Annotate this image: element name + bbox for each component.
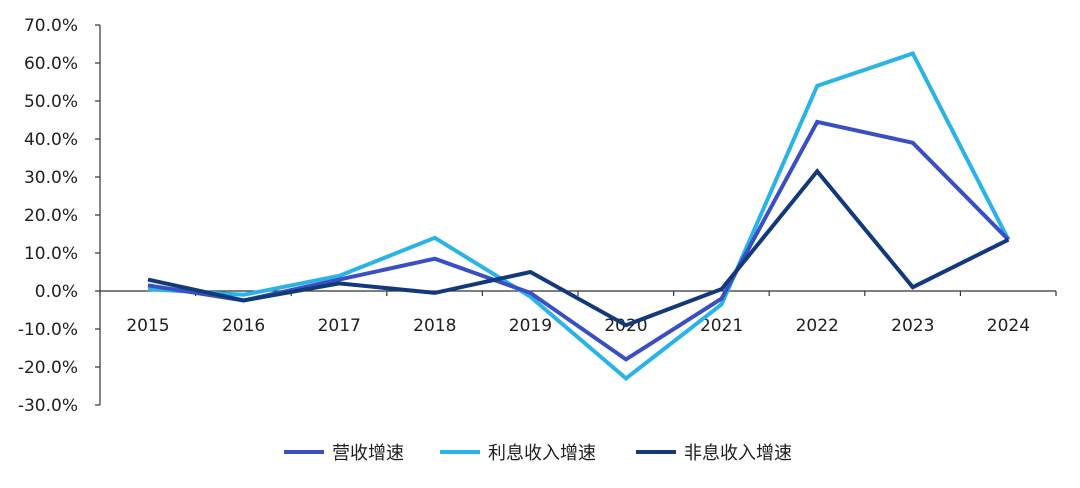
x-tick-label: 2018 [413, 316, 456, 336]
legend: 营收增速 利息收入增速 非息收入增速 [284, 443, 792, 464]
series-line-1 [147, 51, 1011, 381]
x-tick-label: 2022 [796, 316, 839, 336]
y-tick-label: 0.0% [35, 282, 78, 302]
x-tick-label: 2017 [318, 316, 361, 336]
y-tick-label: 70.0% [24, 16, 78, 36]
x-tick-label: 2016 [222, 316, 265, 336]
x-tick-label: 2024 [987, 316, 1030, 336]
legend-label-2: 非息收入增速 [684, 443, 792, 464]
legend-label-1: 利息收入增速 [488, 443, 596, 464]
series-layer [147, 51, 1011, 381]
x-tick-label: 2021 [700, 316, 743, 336]
y-axis: 70.0% 60.0% 50.0% 40.0% 30.0% 20.0% 10.0% 0.0% -… [18, 16, 101, 416]
series-line-2 [147, 168, 1010, 328]
y-tick-label: 10.0% [24, 244, 78, 264]
y-tick-label: -30.0% [18, 396, 78, 416]
y-tick-label: 60.0% [24, 54, 78, 74]
x-tick-label: 2019 [509, 316, 552, 336]
y-tick-label: -10.0% [18, 320, 78, 340]
legend-label-0: 营收增速 [332, 443, 404, 464]
x-tick-label: 2015 [126, 316, 169, 336]
y-tick-label: 50.0% [24, 92, 78, 112]
x-tick-label: 2023 [891, 316, 934, 336]
y-tick-label: -20.0% [18, 358, 78, 378]
y-tick-label: 30.0% [24, 168, 78, 188]
y-tick-label: 40.0% [24, 130, 78, 150]
y-tick-label: 20.0% [24, 206, 78, 226]
x-axis: 2015 2016 2017 2018 2019 2020 2021 2022 2023 2024 [99, 290, 1057, 336]
series-line-0 [147, 119, 1010, 362]
